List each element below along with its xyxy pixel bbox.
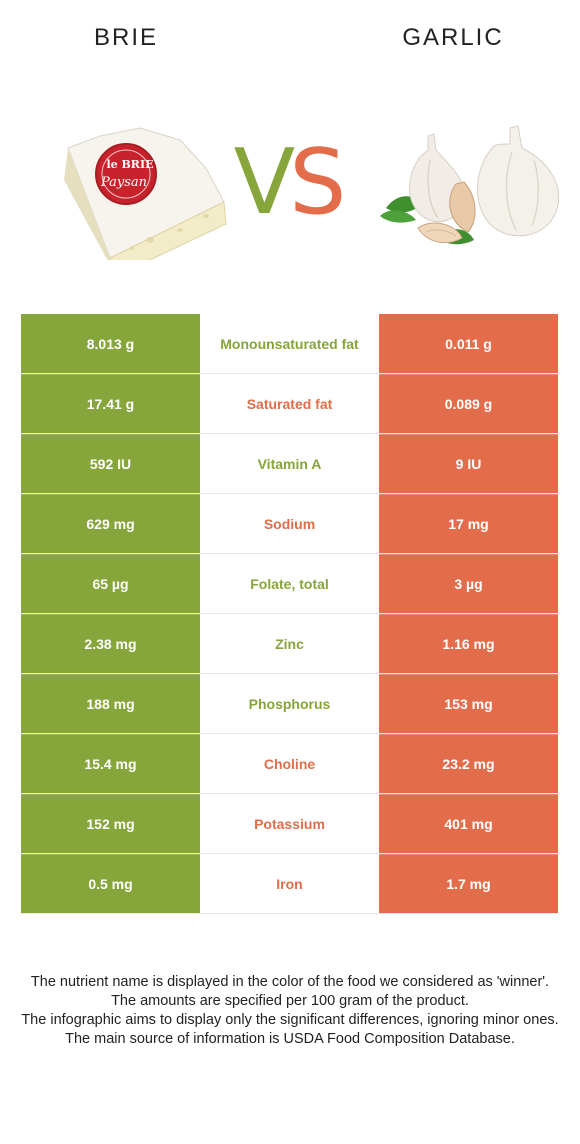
nutrient-name: Zinc — [200, 614, 379, 673]
table-row: 65 µg Folate, total 3 µg — [21, 554, 558, 614]
footer-line-amounts: The amounts are specified per 100 gram o… — [111, 993, 469, 1009]
nutrient-name: Saturated fat — [200, 374, 379, 433]
left-food-title: BRIE — [93, 24, 158, 51]
table-row: 15.4 mg Choline 23.2 mg — [21, 734, 558, 794]
left-value: 17.41 g — [21, 374, 200, 433]
right-value: 0.089 g — [379, 374, 558, 433]
left-value: 2.38 mg — [21, 614, 200, 673]
nutrient-name: Iron — [200, 854, 379, 913]
right-value: 1.16 mg — [379, 614, 558, 673]
right-value: 0.011 g — [379, 314, 558, 373]
brie-label-line2: Paysan — [100, 175, 147, 190]
vs-mark: VS — [222, 138, 352, 228]
vs-letter-s: S — [289, 130, 346, 235]
right-food-title: GARLIC — [402, 24, 504, 51]
left-value: 65 µg — [21, 554, 200, 613]
right-value: 401 mg — [379, 794, 558, 853]
vs-letter-v: V — [233, 130, 296, 235]
table-row: 188 mg Phosphorus 153 mg — [21, 674, 558, 734]
left-value: 592 IU — [21, 434, 200, 493]
left-value: 15.4 mg — [21, 734, 200, 793]
right-value: 23.2 mg — [379, 734, 558, 793]
table-row: 0.5 mg Iron 1.7 mg — [21, 854, 558, 914]
left-value: 188 mg — [21, 674, 200, 733]
brie-label-line1: le BRIE — [107, 158, 154, 171]
left-value: 0.5 mg — [21, 854, 200, 913]
footer-line-aims: The infographic aims to display only the… — [21, 1012, 559, 1028]
table-row: 8.013 g Monounsaturated fat 0.011 g — [21, 314, 558, 374]
footer-notes: The nutrient name is displayed in the co… — [14, 973, 566, 1049]
table-row: 17.41 g Saturated fat 0.089 g — [21, 374, 558, 434]
left-value: 629 mg — [21, 494, 200, 553]
right-value: 17 mg — [379, 494, 558, 553]
footer-line-source: The main source of information is USDA F… — [65, 1031, 515, 1047]
left-value: 8.013 g — [21, 314, 200, 373]
right-value: 1.7 mg — [379, 854, 558, 913]
nutrient-name: Sodium — [200, 494, 379, 553]
nutrient-name: Vitamin A — [200, 434, 379, 493]
nutrient-name: Choline — [200, 734, 379, 793]
footer-line-winner: The nutrient name is displayed in the co… — [30, 974, 550, 990]
table-row: 2.38 mg Zinc 1.16 mg — [21, 614, 558, 674]
right-value: 9 IU — [379, 434, 558, 493]
nutrient-name: Folate, total — [200, 554, 379, 613]
table-row: 152 mg Potassium 401 mg — [21, 794, 558, 854]
right-value: 153 mg — [379, 674, 558, 733]
table-row: 629 mg Sodium 17 mg — [21, 494, 558, 554]
left-value: 152 mg — [21, 794, 200, 853]
brie-image: le BRIE Paysan — [64, 127, 227, 260]
nutrient-name: Potassium — [200, 794, 379, 853]
nutrient-name: Phosphorus — [200, 674, 379, 733]
garlic-image — [380, 125, 560, 245]
nutrient-name: Monounsaturated fat — [200, 314, 379, 373]
comparison-table: 8.013 g Monounsaturated fat 0.011 g 17.41 g… — [21, 314, 558, 914]
right-value: 3 µg — [379, 554, 558, 613]
